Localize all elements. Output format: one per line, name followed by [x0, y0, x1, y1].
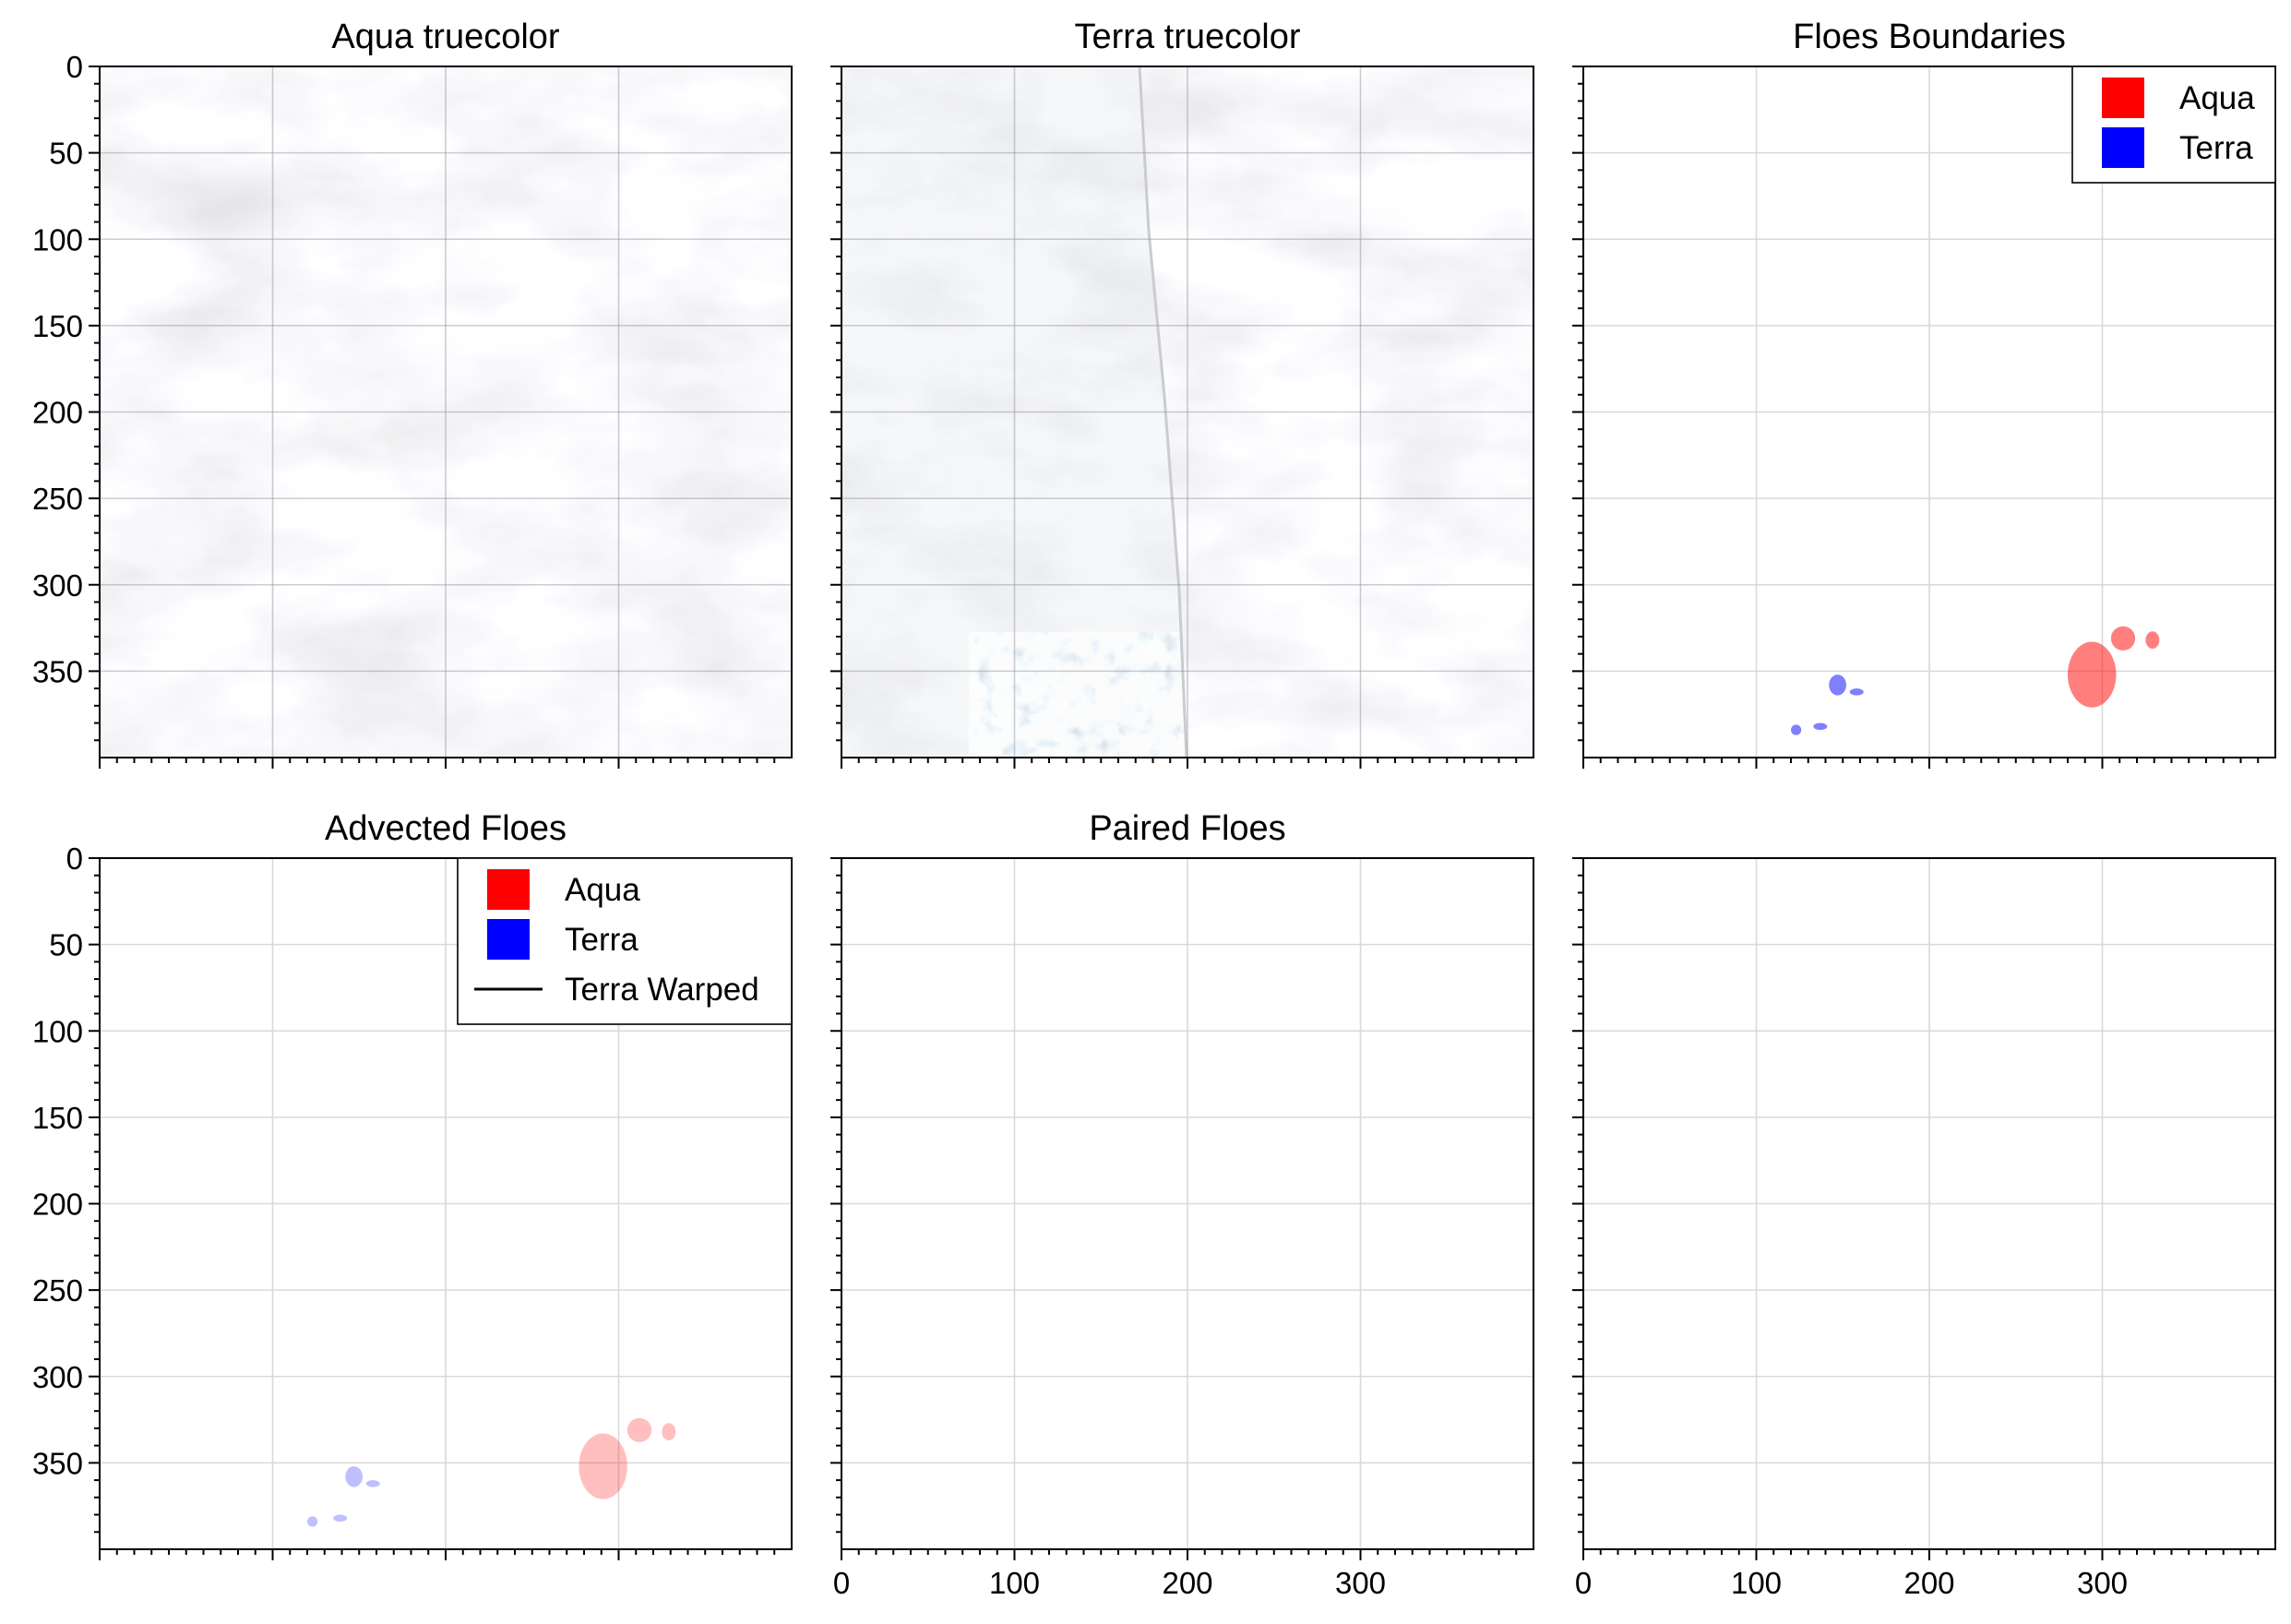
- x-tick-label: 300: [1335, 1566, 1386, 1600]
- legend-label: Terra: [2179, 130, 2253, 166]
- ticks: [830, 857, 1518, 1560]
- panel-2: Terra truecolor: [830, 18, 1534, 769]
- y-tick-label: 200: [32, 1188, 83, 1222]
- floe-terra: [1849, 688, 1864, 696]
- y-tick-label: 150: [32, 309, 83, 343]
- grid: [841, 66, 1533, 758]
- panel-6: 0 100 200 300: [1572, 857, 2276, 1600]
- legend-label: Terra: [565, 922, 638, 958]
- legend-swatch-aqua: [2102, 78, 2144, 118]
- y-tick-label: 150: [32, 1101, 83, 1135]
- y-tick-label: 0: [66, 842, 83, 876]
- ticks: [1572, 857, 2260, 1560]
- y-tick-label: 100: [32, 1014, 83, 1048]
- terra-truecolor-image: [841, 66, 1533, 758]
- y-tick-label: 300: [32, 1360, 83, 1394]
- x-tick-label: 300: [2077, 1566, 2128, 1600]
- floe-terra: [1829, 675, 1846, 696]
- y-tick-label: 300: [32, 568, 83, 603]
- terra-ice-floes-region: [969, 632, 1187, 758]
- legend: Aqua Terra Terra Warped: [457, 857, 793, 1025]
- legend-swatch-terra: [2102, 127, 2144, 168]
- floe-terra: [1791, 724, 1802, 735]
- y-tick-label: 50: [49, 928, 83, 962]
- ticks: [89, 857, 776, 1560]
- panel-5: 0 100 200 300 Paired Floes: [830, 809, 1534, 1600]
- x-tick-label: 0: [1575, 1566, 1592, 1600]
- panel-title: Advected Floes: [325, 809, 567, 848]
- legend-label: Aqua: [565, 872, 640, 908]
- floe-terra: [1813, 722, 1828, 731]
- ticks: [89, 66, 776, 769]
- panel-title: Paired Floes: [1089, 809, 1285, 848]
- y-tick-label: 0: [66, 50, 83, 84]
- floe-terra: [345, 1466, 363, 1487]
- series-terra: [307, 1466, 380, 1527]
- floe-terra: [307, 1516, 318, 1527]
- grid: [100, 858, 792, 1549]
- panel-4: 0 50 100 150 200 250 300 350 Advected Floes Aqua T…: [32, 809, 793, 1560]
- y-tick-label: 50: [49, 137, 83, 171]
- floe-aqua: [2068, 641, 2117, 708]
- grid: [1583, 66, 2275, 758]
- legend-label: Terra Warped: [565, 972, 759, 1008]
- series-terra: [1791, 675, 1864, 735]
- floe-aqua: [626, 1417, 652, 1442]
- grid: [841, 858, 1533, 1549]
- x-tick-label: 200: [1162, 1566, 1212, 1600]
- x-tick-label: 200: [1903, 1566, 1954, 1600]
- series-aqua: [579, 1417, 676, 1499]
- panel-title: Floes Boundaries: [1793, 18, 2066, 56]
- legend-label: Aqua: [2179, 80, 2255, 116]
- series-aqua: [2068, 626, 2160, 708]
- legend-swatch-aqua: [487, 869, 530, 910]
- grid: [1583, 858, 2275, 1549]
- x-tick-label: 0: [833, 1566, 850, 1600]
- floe-aqua: [2145, 631, 2160, 650]
- y-tick-label: 250: [32, 1273, 83, 1308]
- aqua-truecolor-image: [100, 66, 792, 758]
- panel-title: Aqua truecolor: [331, 18, 559, 56]
- panel-3: Floes Boundaries Aqua Terra: [1572, 18, 2276, 769]
- floe-aqua: [2110, 626, 2136, 651]
- floe-aqua: [662, 1423, 676, 1441]
- y-tick-label: 350: [32, 654, 83, 688]
- y-tick-label: 200: [32, 396, 83, 430]
- y-tick-label: 100: [32, 222, 83, 257]
- x-tick-label: 100: [1731, 1566, 1782, 1600]
- panel-title: Terra truecolor: [1075, 18, 1301, 56]
- panel-1: 0 50 100 150 200 250 300 350 Aqua truecolor: [32, 18, 793, 769]
- ticks: [830, 66, 1518, 769]
- floe-terra: [333, 1514, 348, 1522]
- legend-swatch-terra: [487, 919, 530, 960]
- y-tick-label: 250: [32, 482, 83, 516]
- floe-terra: [365, 1480, 380, 1487]
- ticks: [1572, 66, 2260, 769]
- terra-swath-right: [1140, 66, 1533, 758]
- legend: Aqua Terra: [2071, 66, 2276, 184]
- x-tick-label: 100: [989, 1566, 1040, 1600]
- grid: [100, 66, 792, 758]
- floe-aqua: [579, 1433, 627, 1499]
- y-tick-label: 350: [32, 1446, 83, 1480]
